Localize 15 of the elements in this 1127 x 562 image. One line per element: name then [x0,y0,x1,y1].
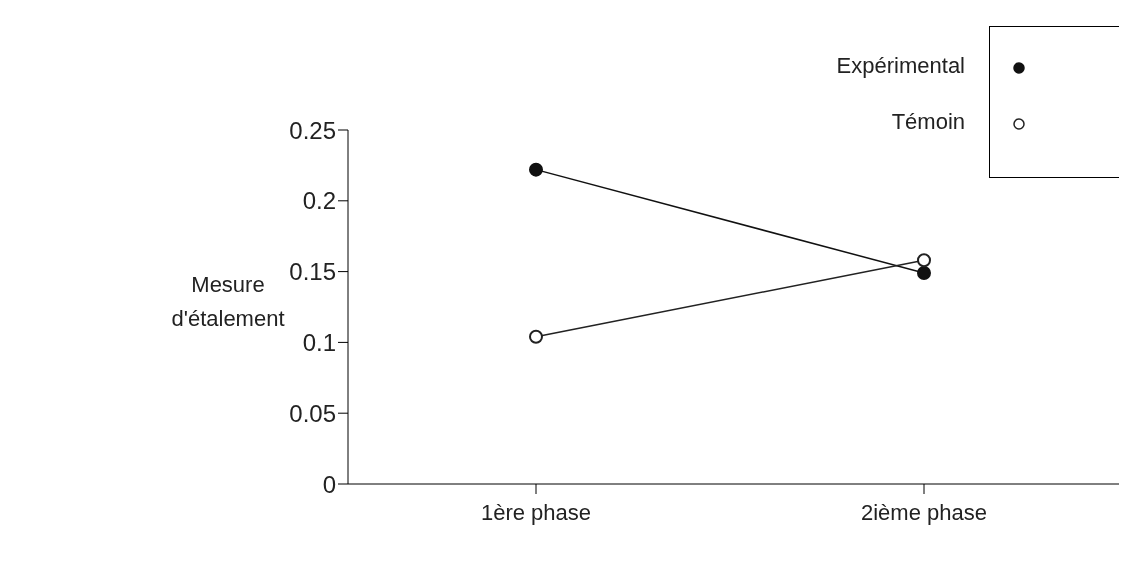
y-tick-label: 0.05 [289,399,336,427]
point [529,329,543,344]
x-tick-label: 2ième phase [861,499,987,525]
point [917,266,931,281]
point [529,162,543,177]
legend-label: Témoin [890,108,965,136]
y-tick-label: 0.2 [302,187,336,215]
y-tick-label: 0.25 [289,116,336,144]
point [917,253,931,268]
y-tick-label: 0.1 [302,328,336,356]
y-tick-label: 0.15 [289,258,336,286]
y-tick-label: 0 [322,470,336,498]
legend-label: Expérimental [836,52,965,80]
y-axis-title: Mesure d'étalement [171,272,285,331]
x-tick-label: 1ère phase [480,499,592,525]
